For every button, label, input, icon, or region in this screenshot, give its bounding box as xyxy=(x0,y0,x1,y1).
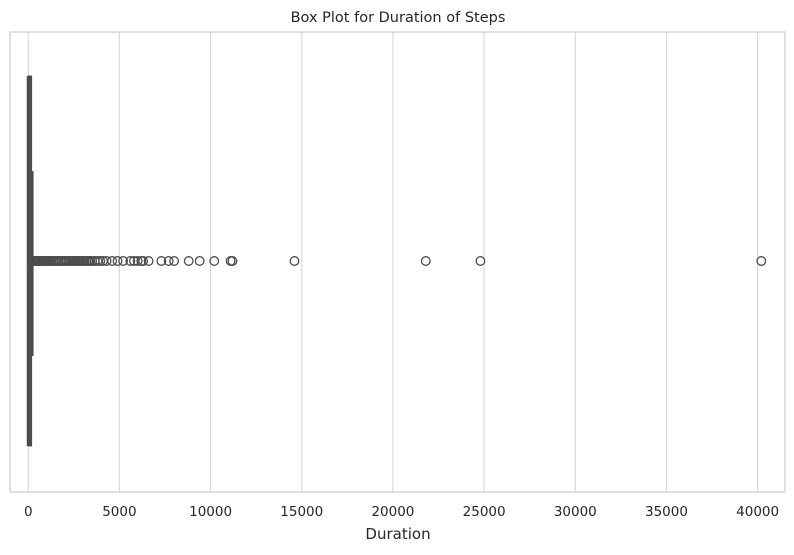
x-tick-label: 15000 xyxy=(280,504,323,520)
x-tick-label: 0 xyxy=(24,504,33,520)
x-tick-label: 20000 xyxy=(371,504,414,520)
outlier-point xyxy=(107,256,118,266)
outlier-point xyxy=(475,256,486,266)
outlier-point xyxy=(169,256,180,266)
x-tick-label: 35000 xyxy=(645,504,688,520)
plot-frame xyxy=(9,31,786,493)
plot-area xyxy=(26,75,767,447)
outlier-point xyxy=(420,256,431,266)
outlier-point xyxy=(118,256,129,266)
chart-title: Box Plot for Duration of Steps xyxy=(291,10,506,26)
outlier-point xyxy=(125,256,136,266)
x-tick-label: 5000 xyxy=(102,504,136,520)
outlier-point xyxy=(289,256,300,266)
outlier-point xyxy=(132,256,143,266)
outlier-point xyxy=(101,256,112,266)
x-tick-label: 40000 xyxy=(736,504,779,520)
x-tick-label: 30000 xyxy=(554,504,597,520)
x-axis-label: Duration xyxy=(365,525,430,543)
outlier-point xyxy=(756,256,767,266)
outlier-point xyxy=(163,256,174,266)
x-tick-label: 25000 xyxy=(463,504,506,520)
outlier-point xyxy=(95,256,106,266)
outlier-point xyxy=(227,256,238,266)
outlier-point xyxy=(183,256,194,266)
x-axis-ticks: 0 5000 10000 15000 20000 25000 30000 35000 40000 xyxy=(24,504,779,520)
x-tick-label: 10000 xyxy=(189,504,232,520)
outlier-point xyxy=(143,256,154,266)
outlier-point xyxy=(138,256,149,266)
outlier-point xyxy=(156,256,167,266)
outlier-point xyxy=(112,256,123,266)
outlier-point xyxy=(194,256,205,266)
outlier-point xyxy=(209,256,220,266)
